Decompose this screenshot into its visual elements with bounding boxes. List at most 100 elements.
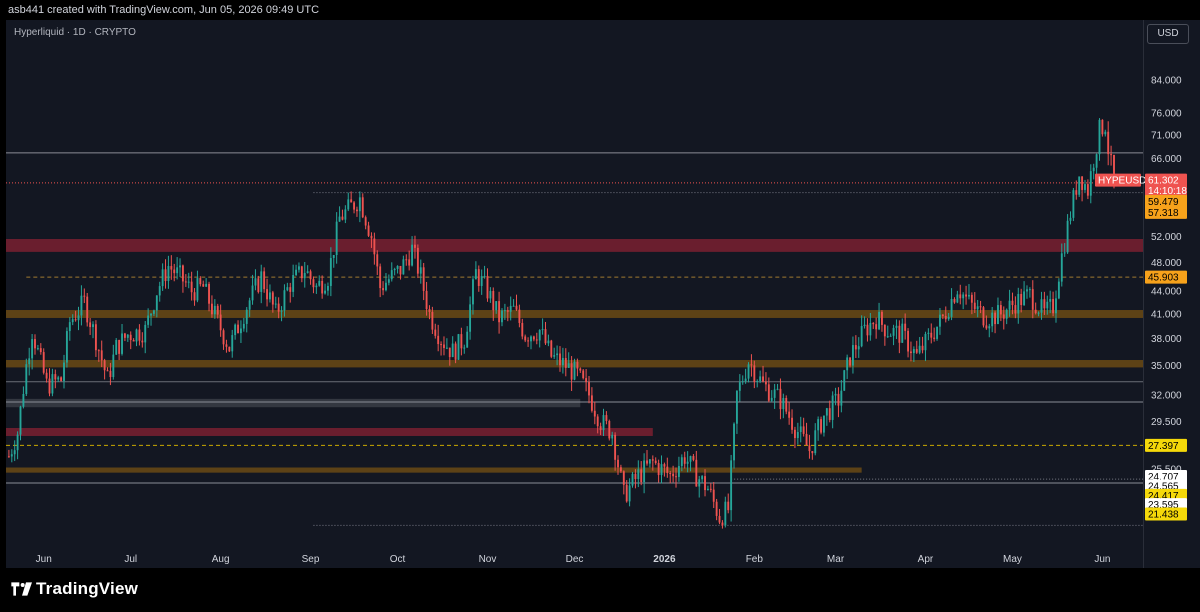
candle-body	[306, 271, 309, 273]
candle-body	[118, 339, 121, 354]
candle-body	[570, 363, 573, 380]
candle-body	[1078, 176, 1081, 195]
candle-body	[298, 266, 300, 270]
candle-body	[857, 346, 860, 350]
candle-body	[68, 322, 71, 332]
candle-body	[193, 292, 196, 301]
chart-pane[interactable]	[6, 20, 1143, 568]
candle-body	[924, 333, 927, 351]
candles	[7, 118, 1115, 529]
candle-body	[889, 335, 892, 337]
candle-body	[443, 344, 445, 349]
candle-body	[269, 292, 271, 300]
candle-body	[155, 295, 158, 311]
candle-body	[266, 289, 268, 300]
zone-red-0	[6, 238, 1143, 252]
candle-body	[892, 327, 895, 336]
candle-body	[387, 279, 390, 283]
candle-body	[425, 290, 428, 310]
candle-body	[799, 426, 802, 433]
candle-body	[698, 479, 701, 487]
candle-body	[852, 345, 854, 366]
candle-body	[866, 324, 869, 336]
price-tick: 35.000	[1151, 361, 1182, 372]
candle-body	[109, 370, 112, 378]
candle-body	[309, 271, 312, 280]
symbol-title: Hyperliquid · 1D · CRYPTO	[14, 27, 136, 38]
candle-body	[121, 333, 123, 354]
candle-body	[1005, 309, 1008, 319]
candle-body	[953, 299, 956, 303]
price-tick: 29.500	[1151, 417, 1182, 428]
time-tick: Dec	[566, 554, 584, 565]
candle-body	[228, 346, 231, 352]
candle-body	[390, 270, 393, 280]
candle-body	[454, 343, 457, 360]
candle-body	[1043, 299, 1046, 309]
candle-body	[744, 378, 747, 382]
price-badge-bg-4	[1145, 205, 1187, 219]
price-tick: 41.000	[1151, 309, 1182, 320]
candle-body	[509, 305, 512, 312]
candle-body	[1101, 119, 1104, 135]
candle-body	[843, 370, 846, 391]
candle-body	[680, 457, 683, 467]
price-tick: 76.000	[1151, 108, 1182, 119]
candle-body	[486, 275, 489, 299]
candle-body	[738, 382, 741, 391]
candle-body	[7, 456, 10, 458]
candle-body	[692, 456, 695, 460]
price-badge-bg-5	[1145, 270, 1187, 284]
candlestick-chart[interactable]: 84.000 76.000 71.000 66.000 52.000 48.000 44.0…	[0, 0, 1200, 568]
candle-body	[686, 461, 689, 464]
candle-body	[854, 345, 857, 350]
currency-button[interactable]: USD	[1147, 24, 1189, 44]
candle-body	[196, 278, 199, 301]
candle-body	[1034, 309, 1037, 314]
candle-body	[161, 269, 164, 287]
candle-body	[823, 415, 825, 433]
price-badge-text-4: 57.318	[1148, 208, 1179, 219]
candle-body	[863, 324, 866, 327]
candle-body	[335, 221, 338, 256]
candle-body	[559, 353, 561, 366]
candle-body	[617, 459, 619, 468]
candle-body	[13, 450, 16, 455]
time-tick: Mar	[827, 554, 845, 565]
price-badge-text-3: 59.479	[1148, 197, 1179, 208]
time-tick: Jun	[36, 554, 52, 565]
candle-body	[776, 388, 779, 390]
price-tick: 48.000	[1151, 258, 1182, 269]
candle-body	[445, 347, 448, 349]
candle-body	[927, 332, 930, 334]
candle-body	[579, 368, 582, 371]
candle-body	[564, 358, 567, 368]
candle-body	[97, 350, 100, 352]
candle-body	[361, 197, 364, 218]
candle-body	[414, 244, 416, 248]
zone-red-4	[6, 427, 653, 436]
candle-body	[457, 334, 460, 360]
candle-body	[31, 339, 34, 359]
candle-body	[651, 459, 654, 461]
candle-body	[979, 306, 982, 308]
footer-bar: TradingView	[0, 568, 1200, 612]
candle-body	[828, 408, 831, 420]
candle-body	[988, 326, 991, 329]
candle-body	[1095, 154, 1098, 168]
candle-body	[71, 319, 74, 323]
candle-body	[411, 244, 414, 266]
candle-body	[1057, 281, 1060, 299]
candle-body	[289, 287, 292, 292]
candle-body	[701, 476, 704, 480]
time-tick-labels: Jun Jul Aug Sep Oct Nov Dec 2026 Feb Mar Apr May Jun	[36, 554, 1111, 565]
candle-body	[608, 420, 611, 439]
candle-body	[1081, 176, 1084, 190]
candle-body	[208, 283, 210, 304]
price-tick: 25.500	[1151, 464, 1182, 475]
candle-body	[60, 377, 63, 381]
candle-body	[419, 267, 422, 274]
candle-body	[382, 288, 385, 291]
candle-body	[63, 362, 65, 381]
candle-body	[762, 376, 764, 382]
